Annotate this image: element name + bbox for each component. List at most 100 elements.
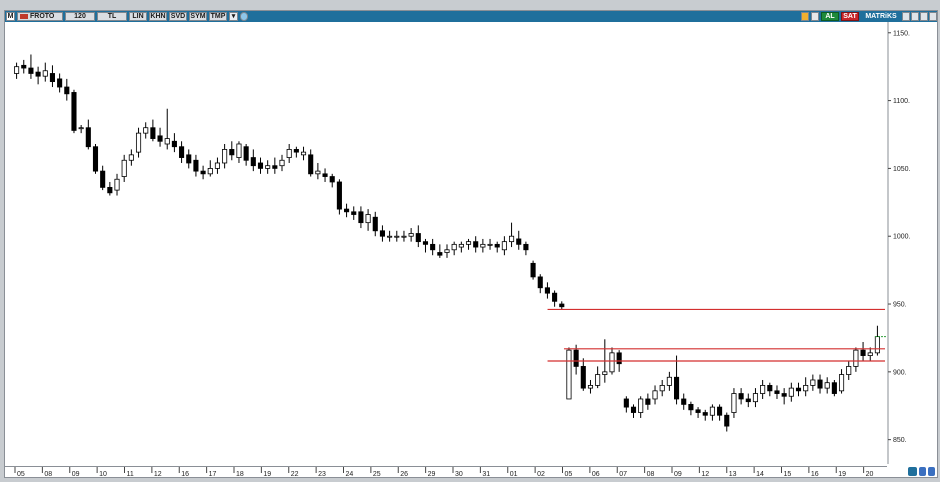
candle: [645, 398, 651, 405]
candle: [64, 86, 70, 95]
khn-button[interactable]: KHN: [149, 12, 167, 21]
price-chart[interactable]: [5, 22, 887, 464]
price-tick-label: 1050.: [893, 166, 911, 173]
candle: [422, 241, 429, 245]
date-tick-label: 10: [99, 471, 107, 478]
candle: [473, 241, 479, 248]
candle: [681, 398, 687, 405]
candle: [846, 366, 852, 375]
candle: [587, 385, 594, 389]
maximize-icon[interactable]: [920, 12, 928, 21]
candle: [537, 276, 543, 289]
candle: [480, 243, 486, 248]
price-tick-label: 850.: [893, 437, 907, 444]
candle: [293, 149, 299, 153]
candle: [193, 159, 199, 172]
date-tick-label: 30: [455, 471, 463, 478]
candle: [745, 398, 751, 403]
candle: [394, 235, 400, 238]
candle: [774, 390, 780, 394]
candle: [616, 352, 622, 365]
symbol-field[interactable]: FROTO: [17, 12, 63, 21]
currency-field[interactable]: TL: [97, 12, 127, 21]
candle: [157, 135, 163, 142]
date-tick-label: 25: [373, 471, 381, 478]
close-icon[interactable]: [929, 12, 937, 21]
candle: [652, 390, 658, 400]
candle: [595, 374, 601, 386]
date-tick-label: 23: [318, 471, 326, 478]
scroll-right-icon[interactable]: [928, 467, 935, 476]
candle: [35, 71, 41, 77]
candle: [709, 406, 715, 416]
candle: [674, 376, 680, 400]
minimize-icon[interactable]: [902, 12, 910, 21]
svd-button[interactable]: SVD: [169, 12, 187, 21]
tmp-button[interactable]: TMP: [209, 12, 227, 21]
price-axis: 1150. 1100. 1050. 1000. 950. 900. 850.: [887, 22, 911, 464]
candle: [344, 208, 350, 213]
period-field[interactable]: 120: [65, 12, 95, 21]
refresh-icon[interactable]: [908, 467, 917, 476]
candle: [867, 352, 873, 356]
candle: [458, 243, 464, 248]
candle: [444, 249, 450, 253]
sym-button[interactable]: SYM: [189, 12, 207, 21]
candle: [788, 387, 794, 397]
candle: [28, 67, 34, 74]
date-tick-label: 24: [346, 471, 354, 478]
lin-button[interactable]: LIN: [129, 12, 147, 21]
dropdown-icon[interactable]: ▾: [229, 12, 238, 21]
twitter-icon[interactable]: [240, 12, 248, 21]
candle: [336, 181, 342, 210]
restore-icon[interactable]: [911, 12, 919, 21]
candle: [207, 168, 213, 175]
candle: [179, 146, 185, 158]
candle: [738, 393, 744, 400]
mode-button[interactable]: M: [6, 12, 15, 21]
candle: [501, 241, 507, 251]
candle: [322, 173, 328, 177]
date-tick-label: 08: [647, 471, 655, 478]
buy-button[interactable]: AL: [821, 12, 839, 21]
copy-icon[interactable]: [811, 12, 819, 21]
candle: [143, 127, 149, 134]
candle: [638, 398, 644, 413]
candle: [14, 66, 20, 74]
candle: [559, 303, 565, 308]
candle: [817, 379, 823, 389]
price-tick-label: 1000.: [893, 234, 911, 241]
date-tick-label: 09: [674, 471, 682, 478]
candle: [831, 382, 837, 394]
notes-icon[interactable]: [801, 12, 809, 21]
candle: [767, 385, 773, 392]
candle: [752, 393, 759, 403]
scroll-left-icon[interactable]: [919, 467, 926, 476]
date-tick-label: 02: [537, 471, 545, 478]
candle: [128, 154, 134, 161]
candle: [602, 371, 608, 375]
candle: [257, 162, 264, 169]
candle: [803, 385, 809, 392]
candle: [372, 216, 378, 232]
candle: [666, 376, 672, 386]
price-tick-label: 950.: [893, 302, 907, 309]
candle: [408, 233, 414, 237]
candle: [717, 406, 723, 416]
candle: [315, 170, 321, 175]
date-tick-label: 12: [701, 471, 709, 478]
candle: [286, 149, 292, 158]
candle: [810, 379, 816, 386]
candle: [530, 262, 536, 278]
date-tick-label: 15: [784, 471, 792, 478]
date-tick-label: 05: [17, 471, 25, 478]
date-tick-label: 31: [482, 471, 490, 478]
candle: [580, 366, 586, 389]
candle: [516, 238, 522, 245]
date-tick-label: 16: [811, 471, 819, 478]
date-tick-label: 26: [400, 471, 408, 478]
chart-window: M FROTO 120 TL LIN KHN SVD SYM TMP ▾ AL …: [4, 10, 938, 478]
candle: [860, 349, 866, 356]
sell-button[interactable]: SAT: [841, 12, 859, 21]
candle: [465, 241, 472, 245]
